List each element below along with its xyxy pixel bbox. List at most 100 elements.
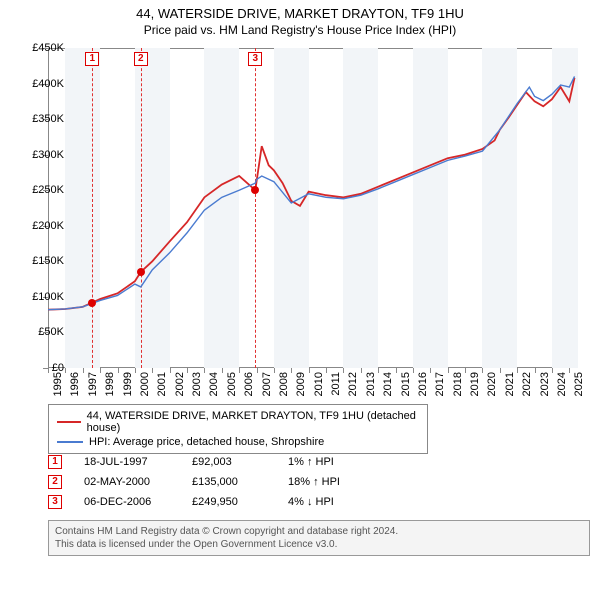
- x-tick-label: 2011: [330, 372, 342, 396]
- x-tick-label: 2025: [573, 372, 585, 396]
- sale-dot-icon: [137, 268, 145, 276]
- sale-price: £92,003: [192, 456, 288, 468]
- sale-date: 02-MAY-2000: [62, 476, 192, 488]
- x-tick-label: 2022: [521, 372, 533, 396]
- sale-marker-icon: 1: [48, 455, 62, 469]
- x-tick-label: 2005: [226, 372, 238, 396]
- sale-dot-icon: [251, 186, 259, 194]
- x-tick: [482, 368, 483, 373]
- sale-date: 06-DEC-2006: [62, 496, 192, 508]
- x-tick: [48, 368, 49, 373]
- chart-title: 44, WATERSIDE DRIVE, MARKET DRAYTON, TF9…: [0, 6, 600, 21]
- x-tick: [569, 368, 570, 373]
- x-tick-label: 1996: [69, 372, 81, 396]
- legend-item: HPI: Average price, detached house, Shro…: [57, 435, 419, 449]
- x-tick: [65, 368, 66, 373]
- x-tick: [396, 368, 397, 373]
- x-tick: [430, 368, 431, 373]
- legend-swatch-icon: [57, 421, 81, 423]
- x-tick-label: 2000: [139, 372, 151, 396]
- y-tick-label: £450K: [32, 42, 64, 54]
- x-tick: [274, 368, 275, 373]
- x-tick-label: 2020: [486, 372, 498, 396]
- x-tick: [552, 368, 553, 373]
- x-tick: [239, 368, 240, 373]
- table-row: 3 06-DEC-2006 £249,950 4% ↓ HPI: [48, 492, 388, 512]
- footer-line: This data is licensed under the Open Gov…: [55, 538, 583, 551]
- legend-label: HPI: Average price, detached house, Shro…: [89, 436, 324, 448]
- sale-marker-icon: 2: [134, 52, 148, 66]
- y-tick-label: £200K: [32, 220, 64, 232]
- sale-marker-icon: 2: [48, 475, 62, 489]
- x-tick-label: 2015: [400, 372, 412, 396]
- legend-swatch-icon: [57, 441, 83, 443]
- x-tick: [378, 368, 379, 373]
- y-tick-label: £50K: [38, 326, 64, 338]
- footer-line: Contains HM Land Registry data © Crown c…: [55, 525, 583, 538]
- x-tick: [170, 368, 171, 373]
- x-tick-label: 2008: [278, 372, 290, 396]
- x-tick-label: 2021: [504, 372, 516, 396]
- x-tick: [135, 368, 136, 373]
- y-tick-label: £0: [52, 362, 64, 374]
- legend-label: 44, WATERSIDE DRIVE, MARKET DRAYTON, TF9…: [87, 410, 419, 434]
- x-tick: [413, 368, 414, 373]
- x-tick-label: 2013: [365, 372, 377, 396]
- x-tick: [500, 368, 501, 373]
- x-tick-label: 2016: [417, 372, 429, 396]
- plot-area: 1995199619971998199920002001200220032004…: [48, 48, 578, 368]
- x-tick: [83, 368, 84, 373]
- y-tick-label: £350K: [32, 113, 64, 125]
- table-row: 2 02-MAY-2000 £135,000 18% ↑ HPI: [48, 472, 388, 492]
- x-tick-label: 1997: [87, 372, 99, 396]
- x-tick: [187, 368, 188, 373]
- x-tick: [465, 368, 466, 373]
- legend-item: 44, WATERSIDE DRIVE, MARKET DRAYTON, TF9…: [57, 409, 419, 435]
- x-tick-label: 1999: [122, 372, 134, 396]
- sale-price: £249,950: [192, 496, 288, 508]
- y-tick-label: £100K: [32, 291, 64, 303]
- x-tick-label: 2010: [313, 372, 325, 396]
- x-tick-label: 2006: [243, 372, 255, 396]
- x-tick: [361, 368, 362, 373]
- sale-marker-icon: 3: [48, 495, 62, 509]
- sale-marker-icon: 3: [248, 52, 262, 66]
- x-tick-label: 2024: [556, 372, 568, 396]
- x-tick: [118, 368, 119, 373]
- x-tick: [100, 368, 101, 373]
- sales-table: 1 18-JUL-1997 £92,003 1% ↑ HPI 2 02-MAY-…: [48, 452, 388, 512]
- x-tick: [517, 368, 518, 373]
- title-block: 44, WATERSIDE DRIVE, MARKET DRAYTON, TF9…: [0, 0, 600, 39]
- x-tick-label: 2019: [469, 372, 481, 396]
- x-tick-label: 1998: [104, 372, 116, 396]
- x-tick: [291, 368, 292, 373]
- line-layer: [48, 48, 578, 368]
- x-tick: [535, 368, 536, 373]
- chart-container: 44, WATERSIDE DRIVE, MARKET DRAYTON, TF9…: [0, 0, 600, 590]
- x-tick: [326, 368, 327, 373]
- legend: 44, WATERSIDE DRIVE, MARKET DRAYTON, TF9…: [48, 404, 428, 454]
- x-tick-label: 2017: [434, 372, 446, 396]
- x-tick: [448, 368, 449, 373]
- y-tick-label: £250K: [32, 184, 64, 196]
- x-tick: [257, 368, 258, 373]
- chart-subtitle: Price paid vs. HM Land Registry's House …: [0, 23, 600, 37]
- x-tick-label: 2003: [191, 372, 203, 396]
- sale-delta: 18% ↑ HPI: [288, 476, 388, 488]
- x-tick-label: 2001: [156, 372, 168, 396]
- x-tick-label: 1995: [52, 372, 64, 396]
- x-tick-label: 2009: [295, 372, 307, 396]
- x-tick: [222, 368, 223, 373]
- x-tick-label: 2002: [174, 372, 186, 396]
- x-tick-label: 2018: [452, 372, 464, 396]
- attribution-footer: Contains HM Land Registry data © Crown c…: [48, 520, 590, 556]
- sale-marker-icon: 1: [85, 52, 99, 66]
- x-tick: [343, 368, 344, 373]
- x-tick: [309, 368, 310, 373]
- y-tick-label: £300K: [32, 149, 64, 161]
- y-tick-label: £150K: [32, 255, 64, 267]
- sale-price: £135,000: [192, 476, 288, 488]
- sale-dot-icon: [88, 299, 96, 307]
- y-tick-label: £400K: [32, 78, 64, 90]
- x-tick-label: 2023: [539, 372, 551, 396]
